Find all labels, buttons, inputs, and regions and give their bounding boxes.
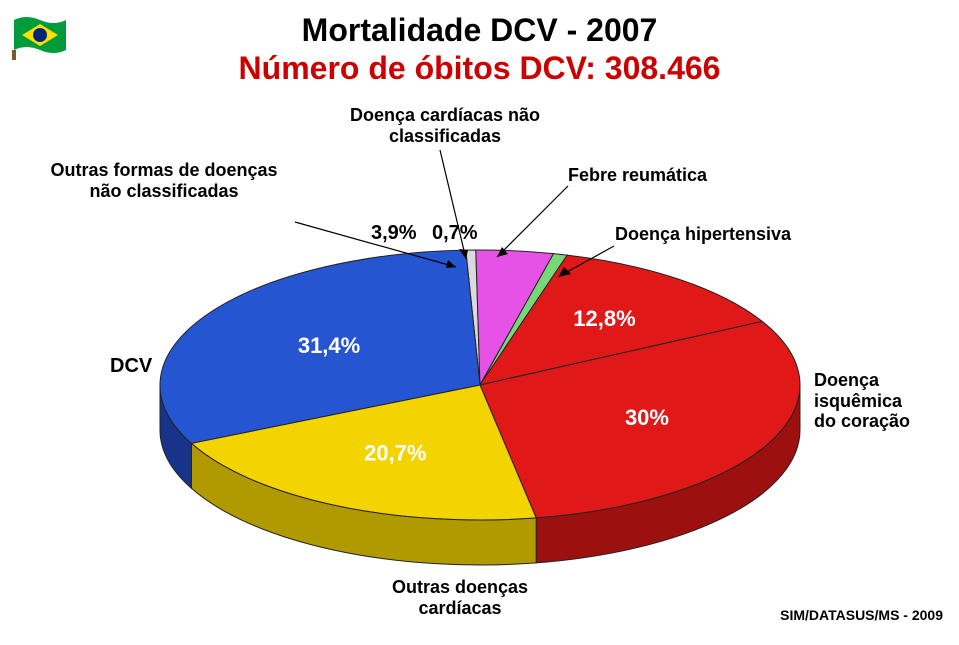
label-isquemica-l2: isquêmica [814,391,902,411]
label-outras-nao-class-l1: Outras formas de doenças [50,160,277,180]
label-outras-nao-class: Outras formas de doenças não classificad… [34,160,294,201]
label-cardiacas-nao-class-l1: Doença cardíacas não [350,105,540,125]
source-note: SIM/DATASUS/MS - 2009 [780,607,943,623]
label-cardiacas-nao-class: Doença cardíacas não classificadas [330,105,560,146]
label-isquemica-l3: do coração [814,411,910,431]
chart-title-line2: Número de óbitos DCV: 308.466 [0,50,959,87]
pct-isquemica: 30% [625,405,669,430]
pct-outras-cardiacas: 20,7% [364,441,426,466]
label-outras-cardiacas-l1: Outras doenças [392,577,528,597]
pie-chart: 12,8% 30% 20,7% 31,4% [140,230,820,570]
pct-dcv: 31,4% [298,333,360,358]
pct-hipertensiva: 12,8% [573,306,635,331]
chart-title-line1: Mortalidade DCV - 2007 [0,12,959,49]
label-isquemica: Doença isquêmica do coração [814,370,944,432]
label-febre-reumatica: Febre reumática [568,165,707,186]
label-outras-cardiacas: Outras doenças cardíacas [360,577,560,618]
label-outras-nao-class-l2: não classificadas [89,181,238,201]
label-cardiacas-nao-class-l2: classificadas [389,126,501,146]
label-isquemica-l1: Doença [814,370,879,390]
label-outras-cardiacas-l2: cardíacas [418,598,501,618]
